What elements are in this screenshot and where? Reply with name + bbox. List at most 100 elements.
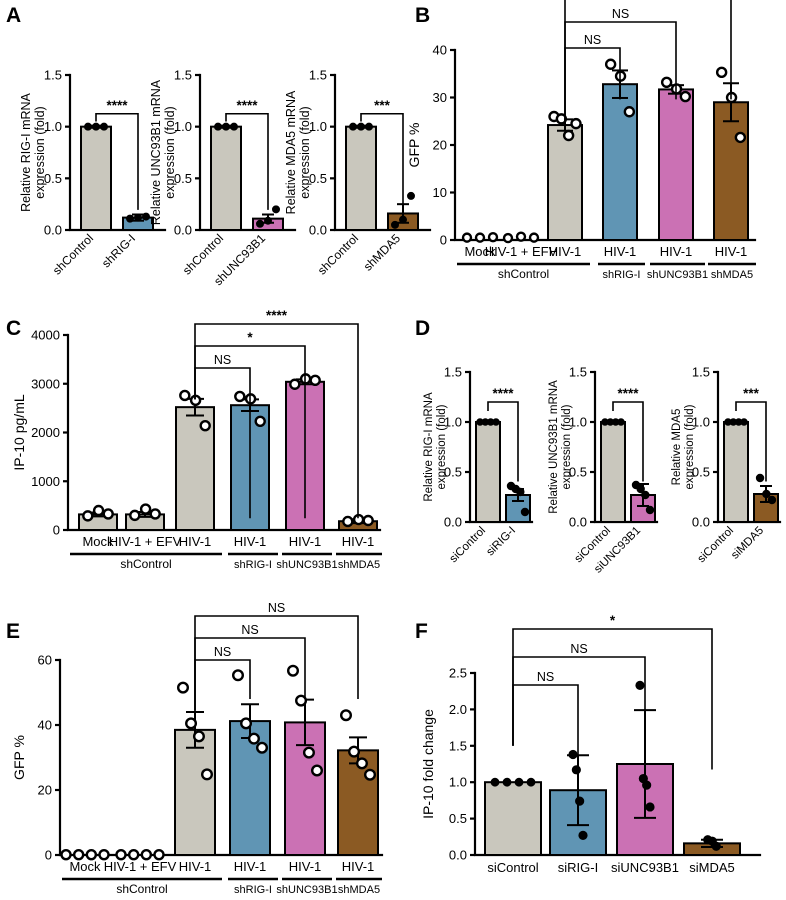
axis-tick-label: 1.5 <box>309 68 327 83</box>
bracket-line <box>194 659 251 711</box>
data-point <box>492 418 500 426</box>
panel-A-catlabel-2-1: shMDA5 <box>361 231 404 274</box>
panel-B-bar-5 <box>713 101 749 241</box>
significance-label: * <box>610 613 616 628</box>
axis-tick-label: 40 <box>38 718 52 733</box>
panel-A-catlabel-0-0: shControl <box>50 231 96 277</box>
axis-tick-label: 1.0 <box>444 415 462 430</box>
panel-E-group-label-0: shControl <box>116 882 167 896</box>
panel-B-catlabel-5: HIV-1 <box>715 244 748 259</box>
data-point <box>711 841 721 851</box>
panel-F-bracket-2: * <box>512 613 713 770</box>
data-point <box>562 129 575 142</box>
data-points <box>129 503 161 522</box>
axis-tick-label: 0 <box>440 233 447 248</box>
panel-C-letter: C <box>6 317 21 340</box>
data-point <box>641 490 650 500</box>
data-point <box>140 848 153 861</box>
panel-D-catlabel-2-0: siControl <box>696 525 737 566</box>
axis-tick-label: 1.0 <box>569 415 587 430</box>
panel-C-catlabel-1: HIV-1 + EFV <box>109 534 182 549</box>
panel-A-ylabel-0: Relative RIG-I mRNA <box>19 92 33 211</box>
data-point <box>520 507 530 517</box>
data-point <box>185 717 198 730</box>
data-point <box>604 58 617 70</box>
data-point <box>98 848 110 861</box>
data-points <box>601 418 625 426</box>
panel-A-sig-2: *** <box>360 98 404 210</box>
data-points <box>548 110 582 142</box>
data-point <box>247 732 260 745</box>
data-point <box>176 681 189 694</box>
panel-A-bar-2-0 <box>345 125 377 231</box>
significance-label: **** <box>617 386 639 401</box>
axis-tick-label: 1.5 <box>449 738 467 753</box>
data-points <box>390 191 415 229</box>
data-point <box>102 508 114 520</box>
panel-B-bar-4 <box>658 88 694 241</box>
data-points <box>176 681 213 781</box>
panel-A-sig-0: **** <box>95 98 139 210</box>
data-points <box>82 504 114 522</box>
data-point <box>139 503 152 515</box>
axis-tick-label: 1.5 <box>569 365 587 380</box>
axis-tick-label: 2.0 <box>449 702 467 717</box>
significance-label: * <box>247 330 253 345</box>
panel-B-ylabel: GFP % <box>406 123 422 168</box>
data-point <box>755 473 765 483</box>
axis-tick-label: 1.0 <box>449 775 467 790</box>
data-point <box>555 113 568 125</box>
data-point <box>271 205 280 214</box>
data-points <box>115 848 165 861</box>
panel-C-group-label-2: shUNC93B1 <box>276 559 337 571</box>
panel-F-catlabel-2: siUNC93B1 <box>611 860 679 875</box>
panel-D-ylabel2-2: expression (fold) <box>684 404 696 489</box>
axis-tick-label: 60 <box>38 653 52 668</box>
panel-D-ylabel-1: Relative UNC93B1 mRNA <box>548 380 560 514</box>
data-point <box>514 777 524 787</box>
data-point <box>571 765 581 775</box>
data-points <box>724 418 748 426</box>
data-point <box>342 515 354 528</box>
axis-lines <box>58 658 384 857</box>
panel-C-bracket-2: **** <box>194 308 359 519</box>
panel-D-catlabel-0-0: siControl <box>448 525 489 566</box>
panel-B-bar-2 <box>547 124 583 241</box>
panel-D-letter: D <box>415 317 430 340</box>
panel-B-catlabel-1: HIV-1 + EFV <box>485 244 558 259</box>
data-point <box>263 216 272 225</box>
data-point <box>85 848 98 861</box>
data-points <box>289 373 321 390</box>
panel-E-ylabel: GFP % <box>11 735 27 780</box>
axis-tick-label: 0.0 <box>174 223 192 238</box>
panel-C-catlabel-2: HIV-1 <box>179 534 212 549</box>
panel-D-sig-1: **** <box>612 386 644 482</box>
error-bar <box>186 711 204 749</box>
data-point <box>231 669 244 682</box>
panel-C-group-label-3: shMDA5 <box>338 559 380 571</box>
panel-A-ylabel2-2: expression (fold) <box>298 106 312 198</box>
data-point <box>256 741 269 754</box>
significance-label: NS <box>612 7 629 21</box>
data-points <box>703 835 721 851</box>
bracket-line <box>360 112 404 210</box>
panel-C-catlabel-3: HIV-1 <box>234 534 267 549</box>
panel-E-catlabel-2: HIV-1 <box>179 859 212 874</box>
data-point <box>115 848 127 861</box>
data-point <box>142 212 151 221</box>
panel-E-yaxis: 0 20 40 60 <box>38 653 384 863</box>
axis-tick-label: 0.5 <box>569 465 587 480</box>
axis-tick-label: 0.5 <box>449 811 467 826</box>
data-point <box>515 231 527 242</box>
panel-B-group-label-0: shControl <box>498 267 549 281</box>
axis-tick-label: 1000 <box>31 474 60 489</box>
axis-tick-label: 0 <box>53 523 60 538</box>
panel-A-chart-1: 0.0 0.5 1.0 1.5 Relative UNC93B1 mRNA express… <box>149 68 297 288</box>
data-points <box>635 680 655 812</box>
panel-A-catlabel-0-1: shRIG-I <box>99 231 138 270</box>
panel-C-catlabel-0: Mock <box>82 534 114 549</box>
bracket-line <box>512 628 713 770</box>
axis-tick-label: 1.5 <box>174 68 192 83</box>
data-point <box>623 106 636 118</box>
